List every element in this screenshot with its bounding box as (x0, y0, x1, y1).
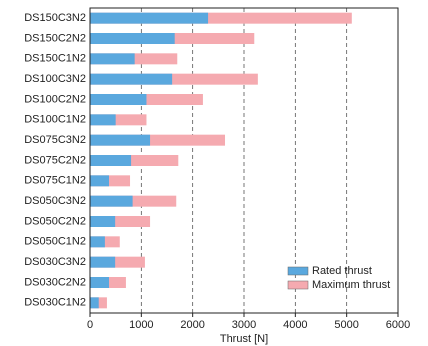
legend-swatch (287, 280, 309, 290)
y-tick-label: DS030C1N2 (24, 297, 86, 309)
bar (90, 155, 132, 166)
bar (90, 155, 179, 166)
y-tick-label: DS075C2N2 (24, 154, 86, 166)
y-tick-label: DS075C3N2 (24, 134, 86, 146)
y-tick-label: DS150C1N2 (24, 53, 86, 65)
x-tick-label: 4000 (283, 319, 307, 331)
legend-swatch (287, 266, 309, 276)
y-tick-label: DS050C2N2 (24, 215, 86, 227)
y-tick-label: DS030C3N2 (24, 256, 86, 268)
y-tick-label: DS030C2N2 (24, 276, 86, 288)
bar (90, 236, 105, 248)
bar (90, 73, 173, 85)
x-tick-label: 0 (87, 319, 93, 331)
y-tick-label: DS075C1N2 (24, 175, 86, 187)
x-tick-label: 1000 (129, 319, 153, 331)
bar (90, 195, 177, 207)
legend-label: Rated thrust (312, 265, 372, 277)
legend-label: Maximum thrust (312, 279, 390, 291)
bar (90, 134, 226, 146)
bar (90, 195, 133, 207)
x-tick-label: 2000 (180, 319, 204, 331)
x-tick-label: 6000 (386, 319, 410, 331)
plot-frame (89, 7, 399, 314)
x-tick-label: 3000 (232, 319, 256, 331)
bar (90, 33, 175, 44)
bar (90, 216, 116, 227)
x-tick-label: 5000 (334, 319, 358, 331)
y-tick-label: DS050C1N2 (24, 236, 86, 248)
y-tick-label: DS050C3N2 (24, 195, 86, 207)
bar (90, 53, 135, 65)
bar (90, 277, 109, 288)
y-tick-label: DS100C3N2 (24, 73, 86, 85)
bar (90, 175, 131, 187)
bar (90, 175, 109, 187)
y-tick-label: DS100C2N2 (24, 93, 86, 105)
bar (90, 256, 116, 268)
bar (90, 134, 151, 146)
bar (90, 12, 209, 24)
bar (90, 256, 145, 268)
y-tick-label: DS150C2N2 (24, 32, 86, 44)
bar (90, 297, 99, 309)
bar (90, 114, 147, 126)
y-tick-label: DS100C1N2 (24, 114, 86, 126)
bar (90, 73, 258, 85)
bar (90, 114, 116, 126)
bar (90, 12, 352, 24)
x-axis-label: Thrust [N] (220, 333, 268, 345)
y-tick-label: DS150C3N2 (24, 12, 86, 24)
bar (90, 94, 147, 105)
bar (90, 216, 151, 227)
